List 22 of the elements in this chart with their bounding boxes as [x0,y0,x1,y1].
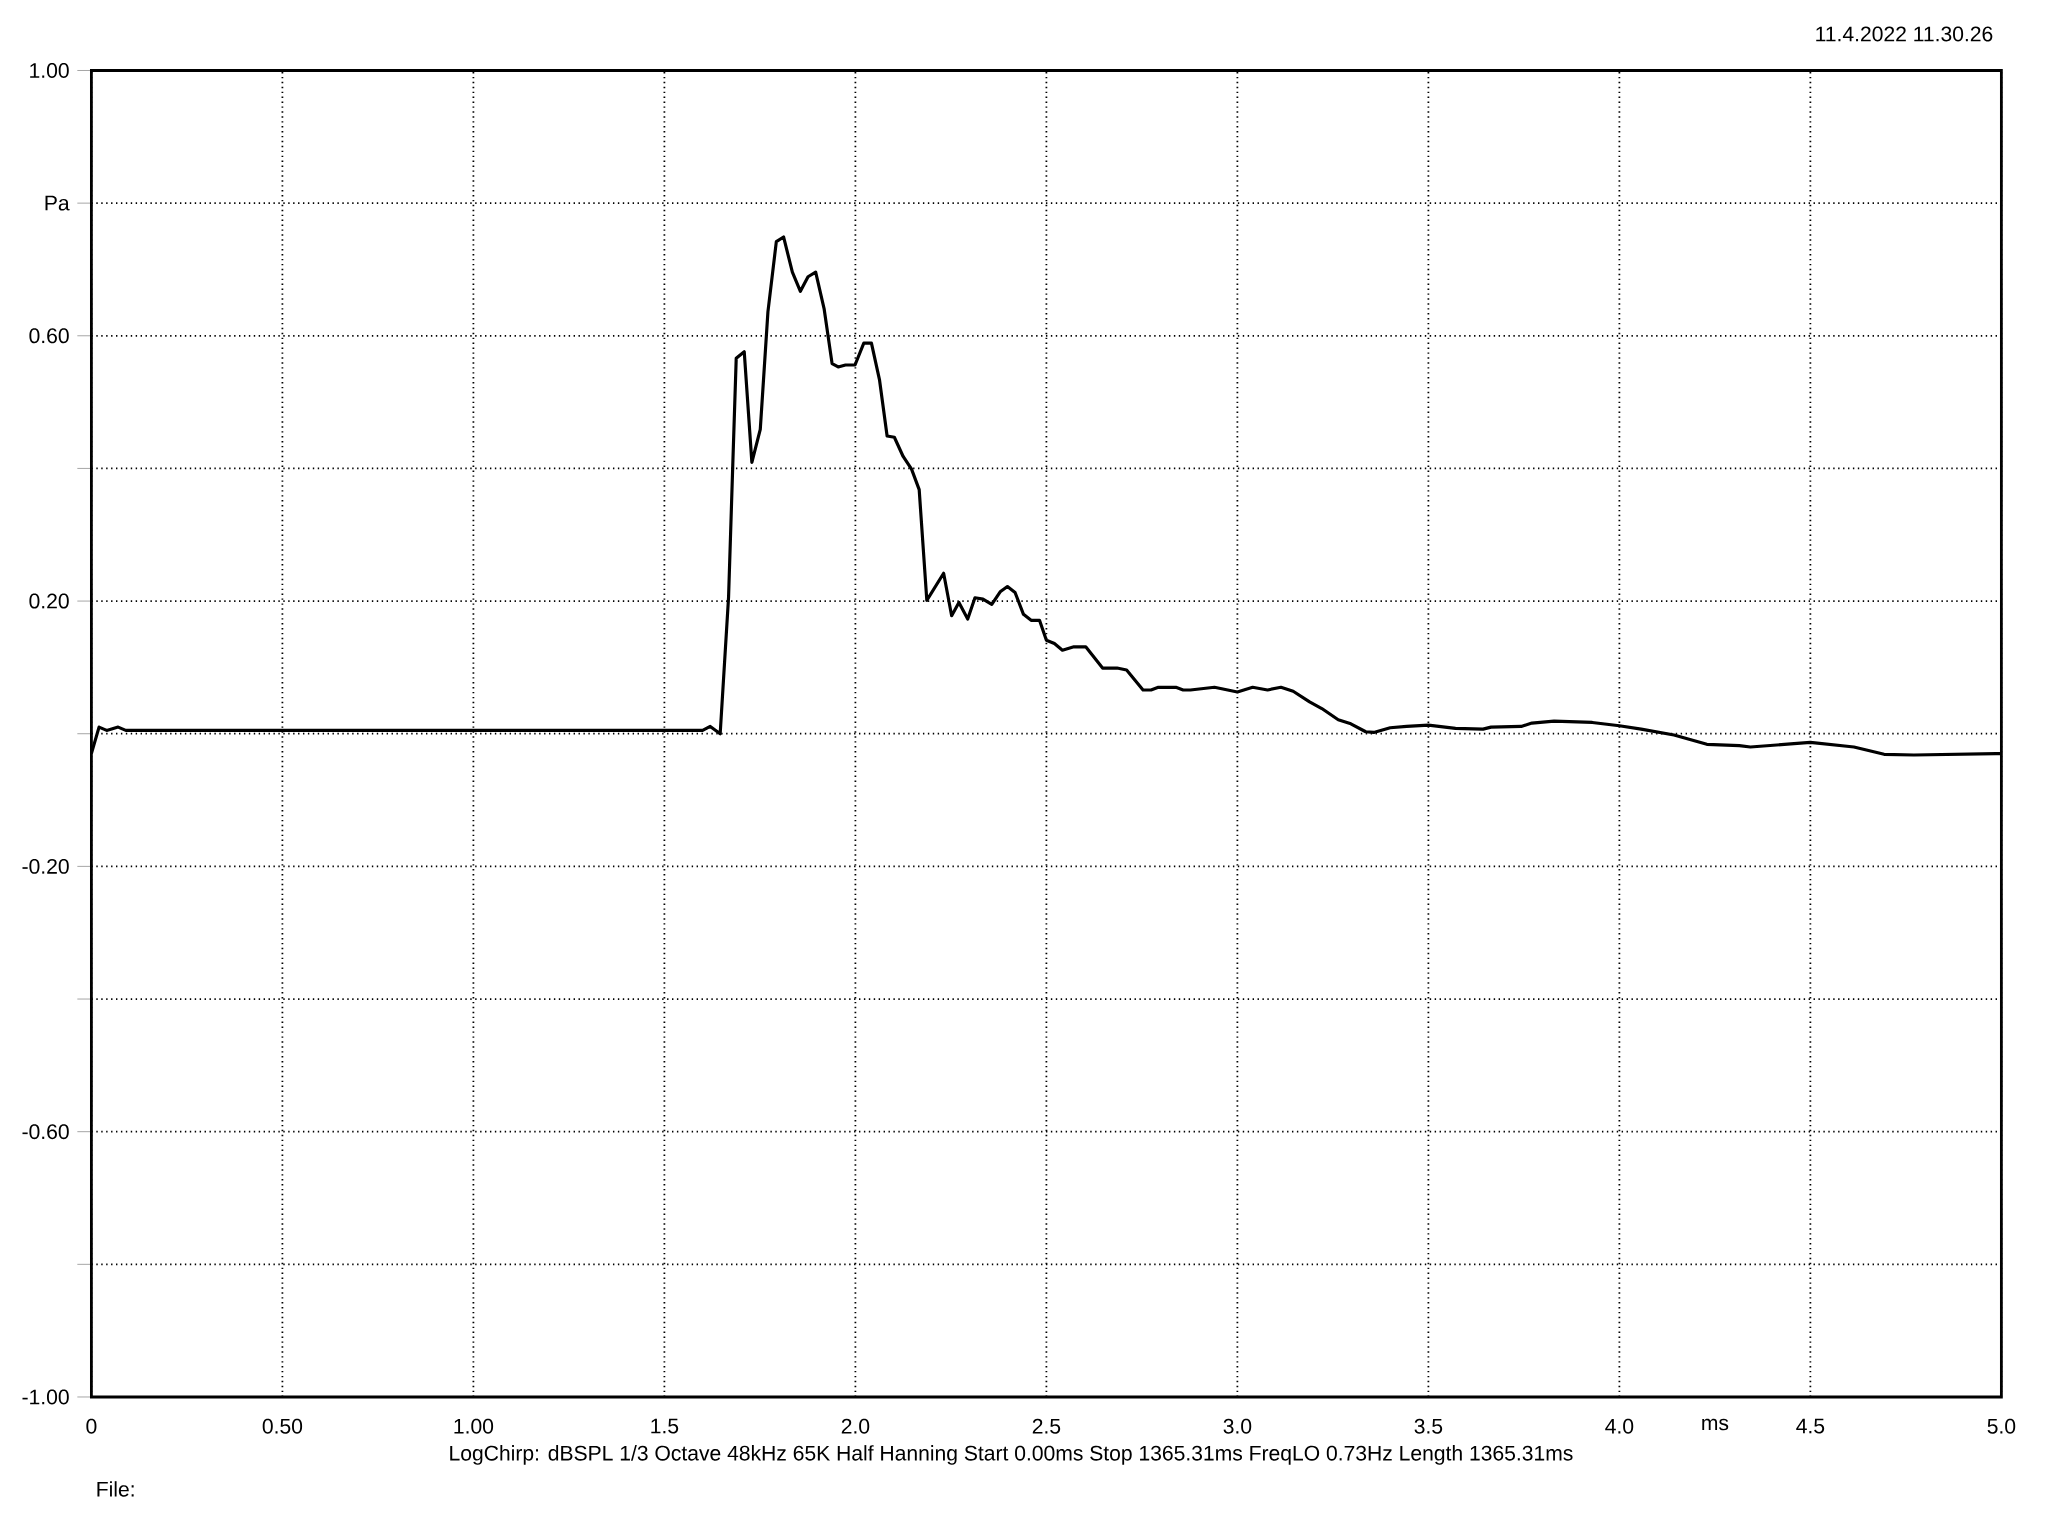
y-tick-label: Pa [45,195,70,211]
x-tick-label: 3.5 [1414,1418,1443,1434]
y-tick-label: 0.20 [29,593,69,609]
y-tick-label: -0.60 [22,1124,69,1140]
text: 11.4.2022 11.30.26 [1816,26,1993,42]
x-axis-title: ms [1702,1418,1729,1431]
x-tick-label: 0.50 [262,1418,303,1434]
x-tick-label: 0 [86,1418,97,1434]
text: LogChirp: dBSPL 1/3 Octave 48kHz 65K Half Hanning Start 0.00ms Stop 1365.31ms FreqLO 0.73Hz Length 1365.31ms [450,1445,1573,1465]
x-tick-label: 5.0 [1987,1418,2016,1434]
x-tick-label: 1.00 [454,1418,494,1434]
y-tick-label: -0.20 [22,858,69,874]
text: File: [97,1481,134,1497]
x-tick-label: 4.0 [1605,1418,1634,1434]
y-tick-label: -1.00 [22,1389,69,1405]
x-tick-label: 4.5 [1796,1418,1825,1434]
x-tick-label: 1.5 [651,1418,679,1434]
y-tick-label: 1.00 [30,63,69,78]
x-tick-label: 2.0 [841,1418,870,1434]
y-tick-label: 0.60 [29,328,69,344]
x-tick-label: 2.5 [1032,1418,1061,1434]
x-tick-label: 3.0 [1223,1418,1252,1434]
